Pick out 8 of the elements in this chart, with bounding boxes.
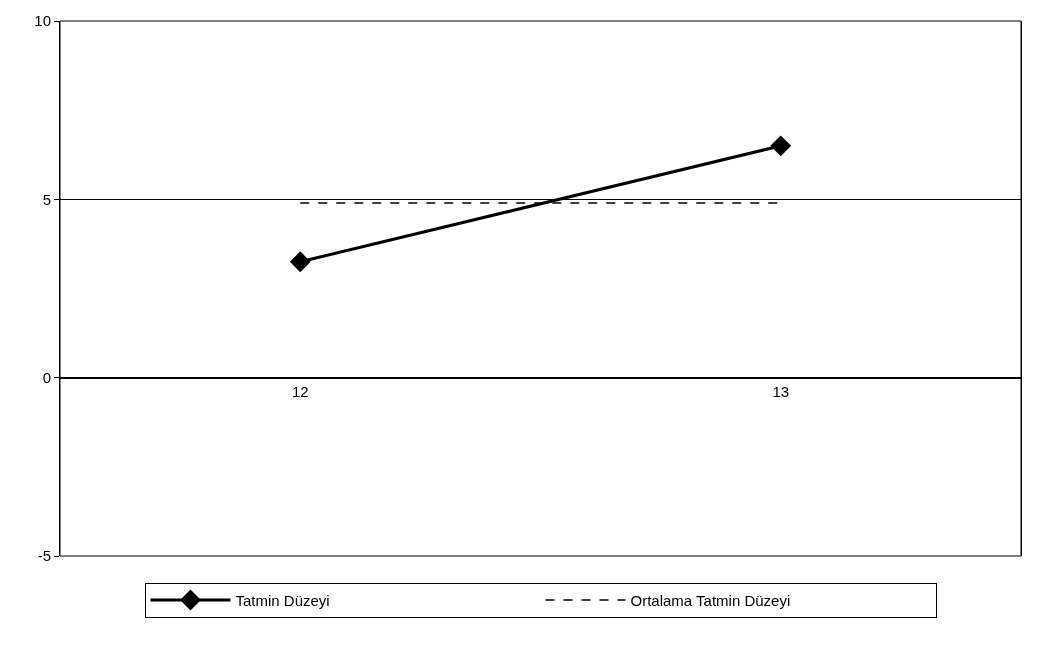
y-tick-label: -5 <box>37 547 51 565</box>
x-tick-label: 13 <box>772 382 790 400</box>
y-tick-label: 5 <box>42 190 51 208</box>
y-tick-label: 10 <box>34 12 51 30</box>
y-tick-label: 0 <box>42 368 51 386</box>
text: Ortalama Tatmin Düzeyi <box>630 591 791 609</box>
x-tick-label: 12 <box>291 382 309 400</box>
legend-label: Tatmin Düzeyi <box>235 591 330 609</box>
